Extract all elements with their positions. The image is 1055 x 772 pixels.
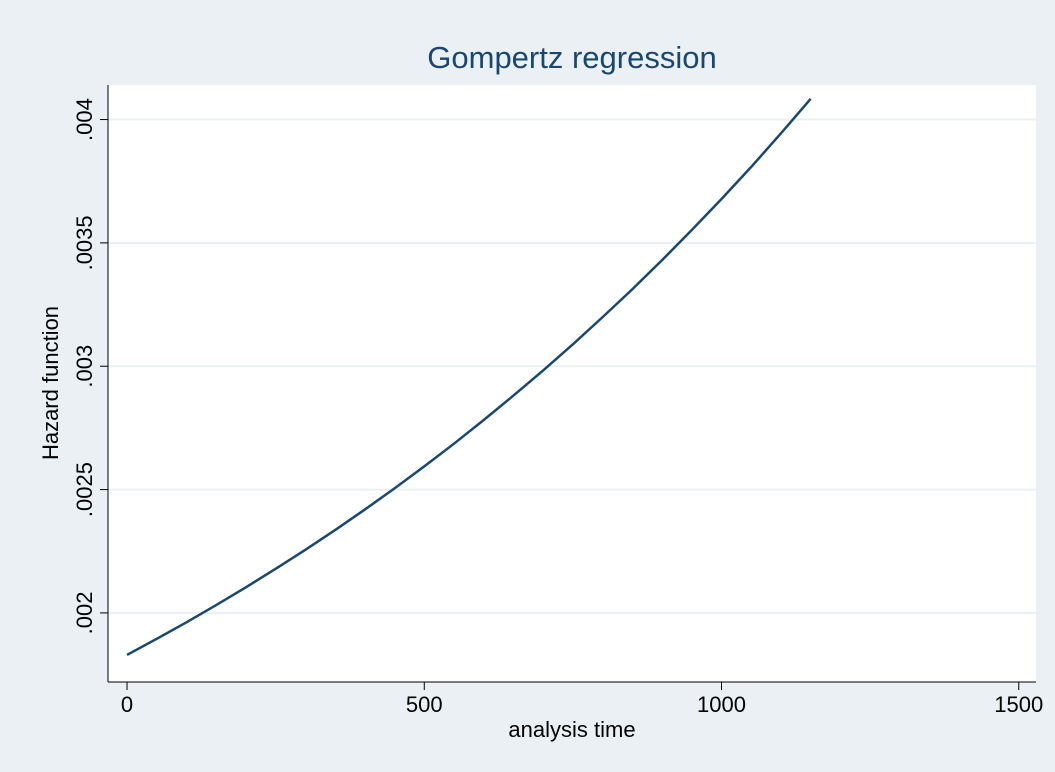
plot-area [108, 85, 1036, 682]
y-tick-label: .003 [72, 345, 97, 388]
x-tick-label: 0 [121, 692, 133, 717]
x-tick-label: 500 [406, 692, 443, 717]
y-tick-label: .0025 [72, 462, 97, 517]
y-tick-label: .002 [72, 592, 97, 635]
line [126, 97, 812, 656]
x-tick-label: 1500 [994, 692, 1043, 717]
x-tick-label: 1000 [697, 692, 746, 717]
y-axis-label: Hazard function [38, 306, 63, 460]
y-tick-label: .004 [72, 98, 97, 141]
y-tick-label: .0035 [72, 215, 97, 270]
x-axis-label: analysis time [508, 717, 635, 742]
chart-title: Gompertz regression [427, 40, 716, 75]
